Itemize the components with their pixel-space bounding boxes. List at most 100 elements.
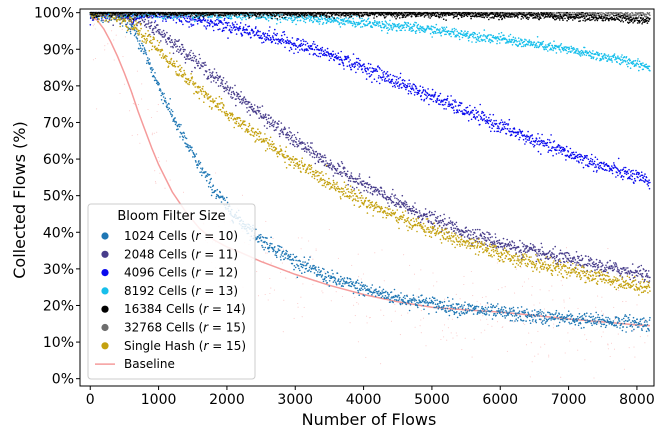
data-point — [426, 213, 428, 215]
data-point — [174, 117, 176, 119]
data-point — [491, 236, 493, 238]
data-point — [230, 17, 233, 20]
data-point — [443, 305, 445, 307]
data-point — [305, 267, 308, 270]
data-point — [535, 321, 538, 324]
data-point — [593, 318, 596, 320]
data-point — [332, 175, 335, 177]
data-point — [642, 276, 644, 278]
data-point — [522, 245, 524, 248]
data-point — [321, 49, 323, 51]
data-point — [295, 259, 297, 262]
data-point — [469, 104, 471, 107]
data-point — [153, 21, 156, 24]
data-point — [188, 149, 191, 152]
baseline-noise-point — [472, 282, 474, 284]
data-point — [154, 20, 157, 22]
data-point — [560, 151, 562, 153]
data-point — [356, 279, 359, 282]
data-point — [431, 300, 434, 303]
data-point — [646, 183, 649, 185]
data-point — [394, 81, 397, 83]
data-point — [537, 253, 539, 255]
data-point — [561, 153, 563, 155]
data-point — [335, 281, 337, 284]
data-point — [371, 294, 373, 296]
data-point — [384, 193, 386, 196]
data-point — [217, 22, 220, 25]
data-point — [480, 235, 483, 237]
data-point — [300, 40, 302, 42]
data-point — [255, 26, 257, 28]
data-point — [282, 255, 284, 257]
data-point — [555, 153, 558, 155]
data-point — [645, 325, 647, 327]
data-point — [337, 52, 340, 54]
data-point — [367, 69, 370, 71]
data-point — [319, 55, 322, 58]
data-point — [246, 111, 249, 113]
data-point — [531, 249, 534, 252]
data-point — [367, 292, 370, 295]
data-point — [392, 188, 394, 191]
data-point — [629, 314, 631, 316]
data-point — [433, 306, 436, 309]
data-point — [417, 306, 419, 309]
data-point — [139, 15, 141, 18]
data-point — [274, 28, 276, 31]
baseline-noise-point — [124, 36, 126, 38]
data-point — [285, 16, 288, 19]
baseline-noise-point — [122, 56, 124, 58]
data-point — [269, 26, 271, 28]
baseline-noise-point — [407, 312, 409, 314]
data-point — [196, 62, 199, 65]
data-point — [216, 74, 219, 77]
data-point — [214, 190, 217, 192]
data-point — [223, 17, 226, 20]
data-point — [463, 304, 466, 307]
data-point — [648, 179, 650, 181]
data-point — [435, 220, 438, 222]
baseline-noise-point — [285, 277, 287, 279]
data-point — [308, 259, 310, 261]
data-point — [324, 272, 327, 275]
data-point — [617, 157, 620, 160]
data-point — [565, 159, 567, 161]
data-point — [239, 101, 242, 103]
data-point — [291, 139, 293, 142]
data-point — [630, 174, 632, 176]
data-point — [219, 84, 222, 87]
data-point — [340, 172, 343, 174]
data-point — [620, 323, 623, 325]
data-point — [465, 308, 467, 310]
data-point — [489, 310, 492, 313]
data-point — [245, 100, 248, 103]
data-point — [648, 187, 651, 190]
data-point — [513, 315, 516, 317]
baseline-noise-point — [139, 142, 141, 144]
data-point — [264, 240, 266, 243]
data-point — [457, 307, 460, 309]
data-point — [199, 161, 202, 164]
data-point — [151, 66, 153, 69]
data-point — [403, 85, 406, 88]
data-point — [392, 301, 395, 304]
data-point — [630, 321, 632, 324]
data-point — [501, 310, 504, 313]
data-point — [516, 312, 518, 315]
data-point — [417, 302, 420, 304]
data-point — [348, 284, 350, 287]
data-point — [492, 304, 495, 307]
data-point — [563, 317, 565, 320]
baseline-noise-point — [157, 104, 159, 106]
baseline-noise-point — [522, 322, 525, 324]
data-point — [609, 267, 612, 270]
baseline-noise-point — [529, 376, 531, 378]
data-point — [438, 306, 441, 309]
data-point — [331, 276, 334, 279]
data-point — [177, 128, 179, 130]
data-point — [572, 260, 574, 263]
data-point — [542, 312, 545, 314]
data-point — [535, 319, 537, 321]
data-point — [631, 172, 634, 175]
